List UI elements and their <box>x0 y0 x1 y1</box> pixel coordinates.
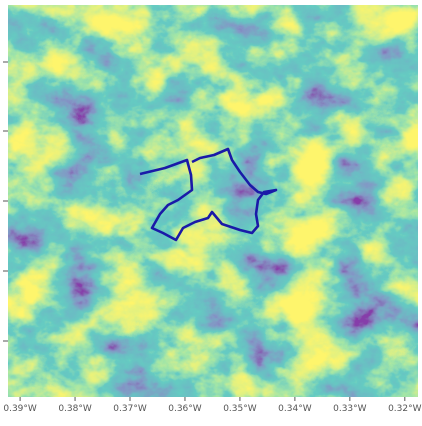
x-tick-label: 0.38°W <box>58 404 92 414</box>
raster <box>8 5 418 397</box>
x-axis: 0.39°W 0.38°W 0.37°W 0.36°W 0.35°W 0.34°W 0.33… <box>3 397 421 414</box>
x-tick-label: 0.37°W <box>113 404 147 414</box>
x-tick-label: 0.39°W <box>3 404 37 414</box>
x-tick-label: 0.34°W <box>278 404 312 414</box>
y-tick-marks <box>3 62 8 341</box>
x-tick-label: 0.32°W <box>388 404 422 414</box>
x-tick-label: 0.36°W <box>168 404 202 414</box>
x-tick-label: 0.35°W <box>223 404 257 414</box>
map: 0.39°W 0.38°W 0.37°W 0.36°W 0.35°W 0.34°W 0.33… <box>0 0 422 426</box>
x-tick-label: 0.33°W <box>333 404 367 414</box>
raster-layer <box>8 5 418 397</box>
page: 0.39°W 0.38°W 0.37°W 0.36°W 0.35°W 0.34°W 0.33… <box>0 0 422 426</box>
